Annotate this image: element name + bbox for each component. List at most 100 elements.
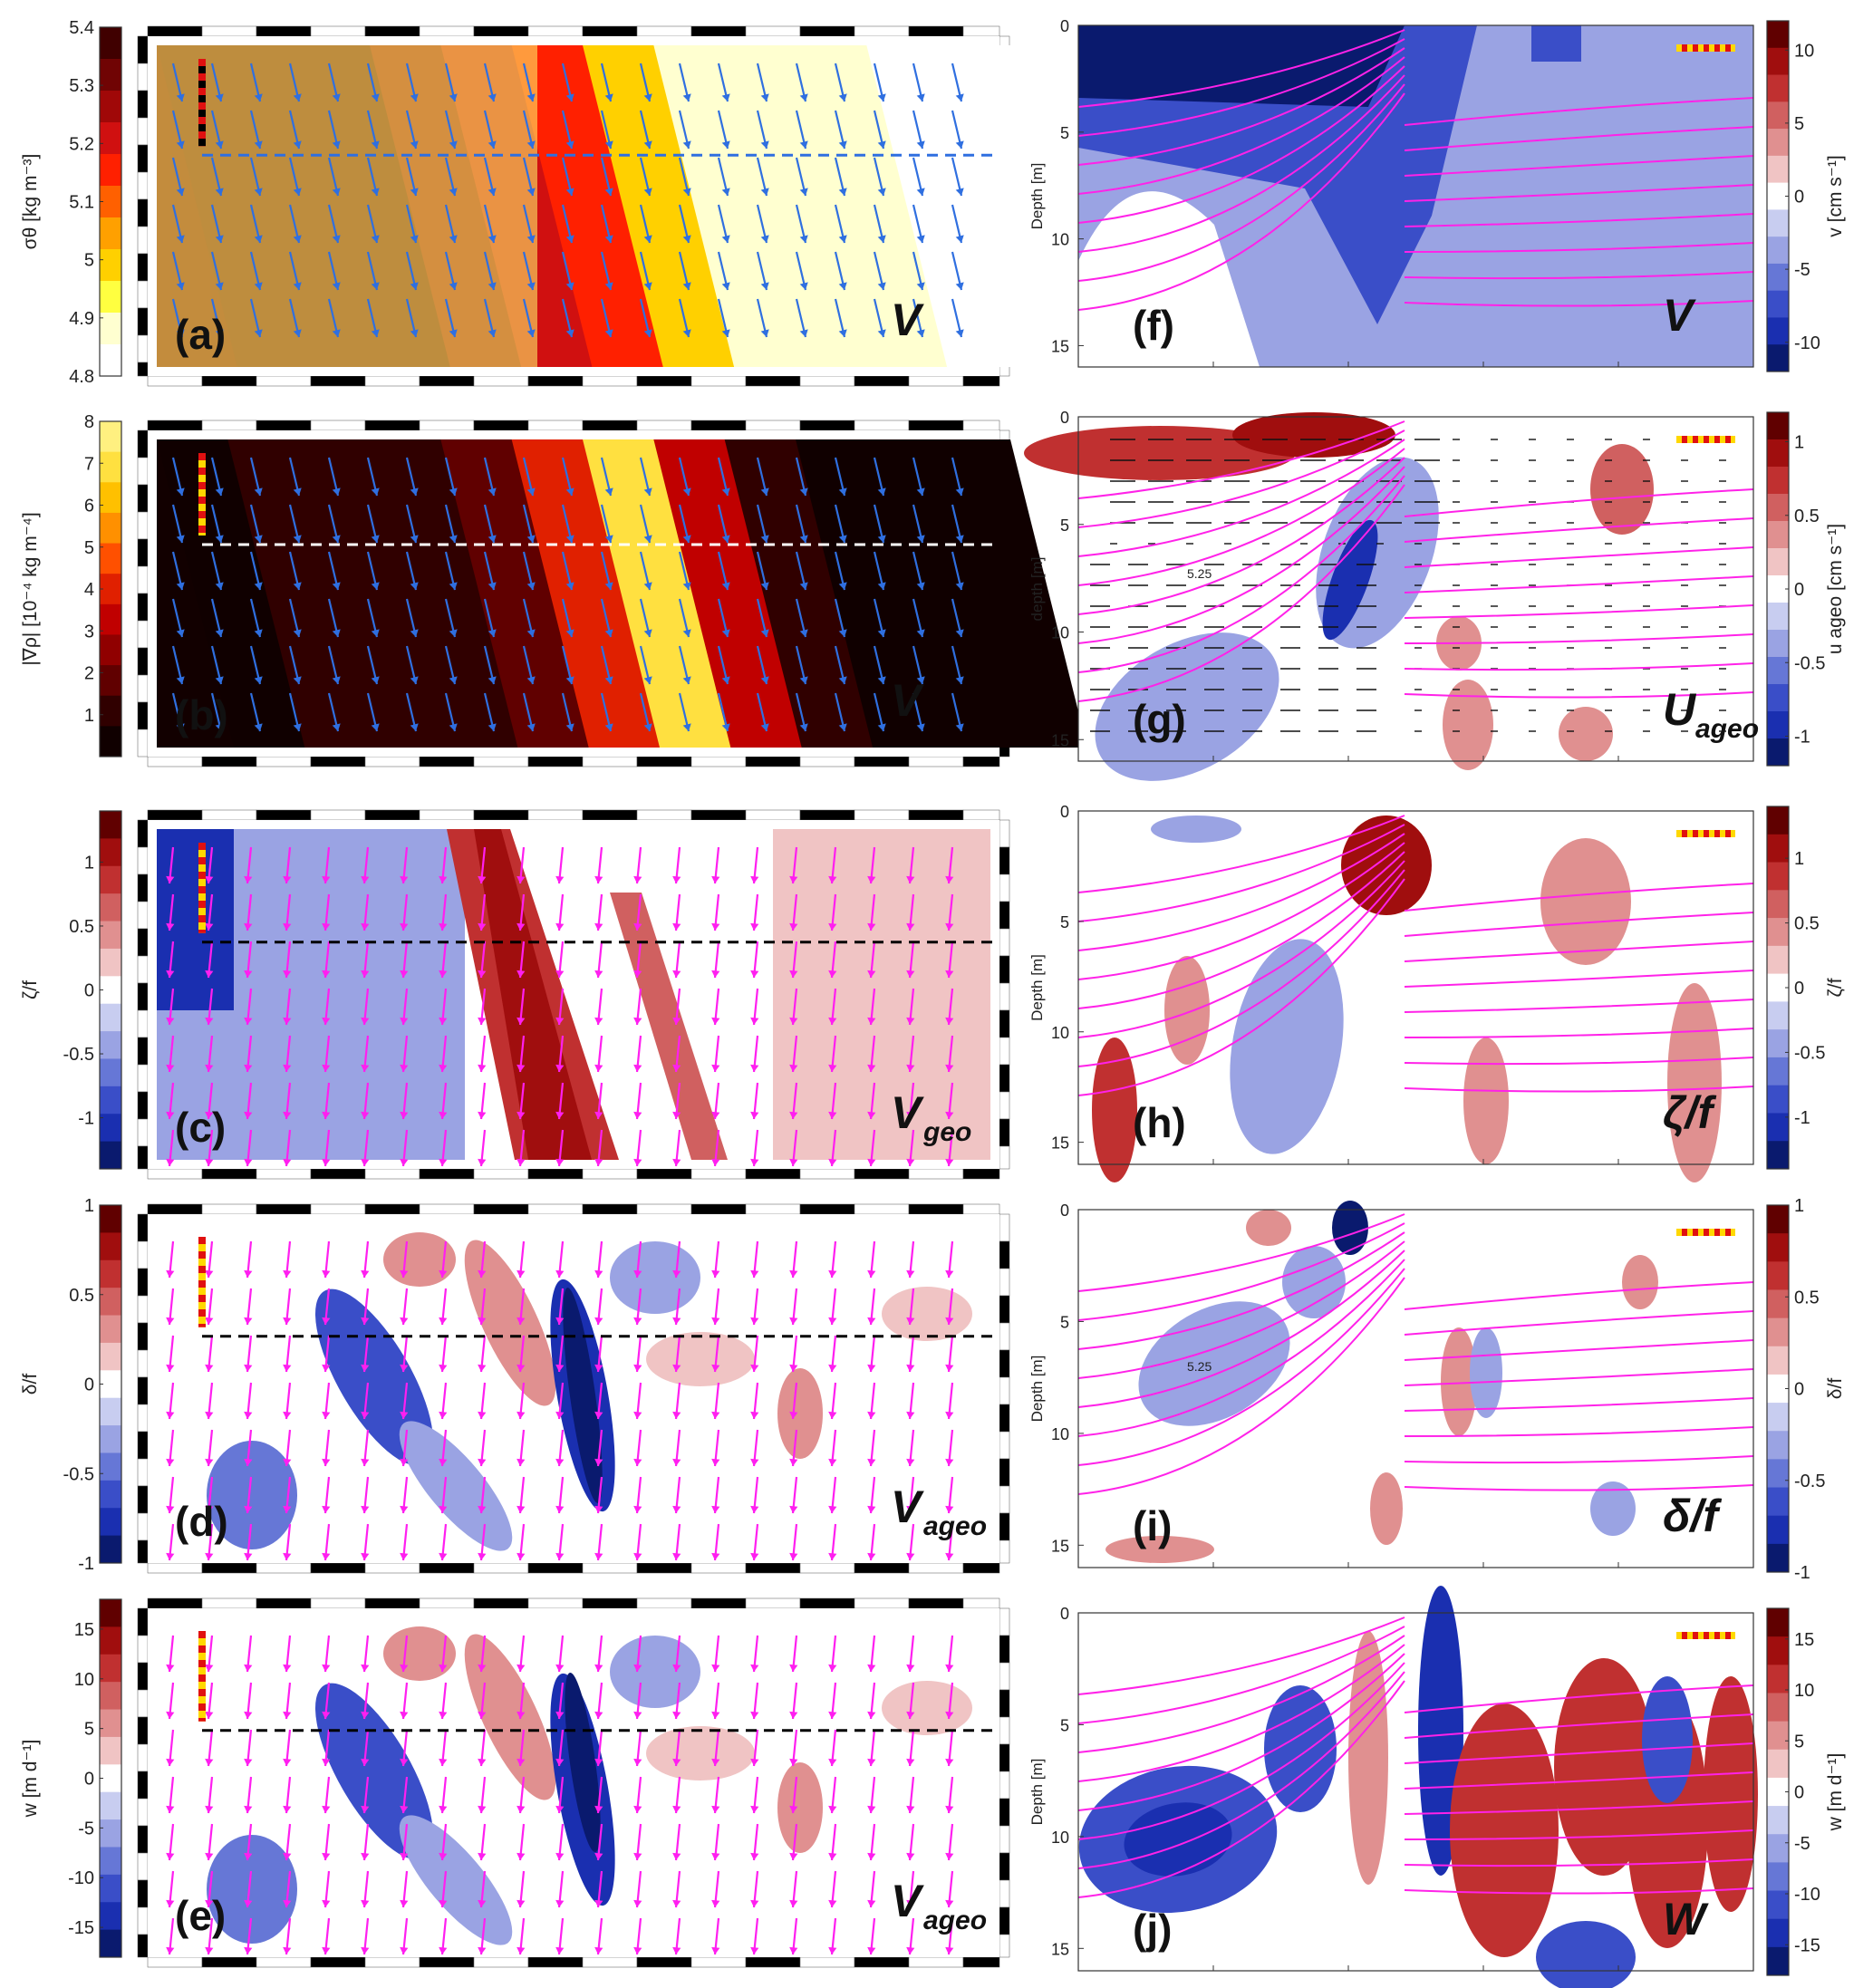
vector-arrow-head <box>760 329 769 337</box>
colorbar-swatch <box>100 59 121 92</box>
vector-arrow-head <box>244 1552 253 1560</box>
vector-arrow-head <box>916 487 925 496</box>
vector-arrow-head <box>799 140 808 149</box>
vector-arrow-head <box>555 922 565 931</box>
vector-arrow-head <box>244 1711 253 1719</box>
vector-arrow-head <box>828 1805 837 1813</box>
contour-patch <box>777 1762 823 1853</box>
contour-patch <box>207 1835 297 1944</box>
vector-arrow-head <box>526 188 536 196</box>
vector-arrow-head <box>916 629 925 637</box>
colorbar-swatch <box>1767 918 1789 947</box>
frame-segment <box>999 1240 1010 1269</box>
vector-arrow-head <box>283 1664 292 1672</box>
frame-segment <box>527 756 584 767</box>
vector-arrow-head <box>526 676 536 684</box>
vector-arrow-head <box>322 1269 331 1278</box>
colorbar-tick-label: 0.5 <box>1794 1288 1820 1308</box>
vector-arrow-head <box>166 1458 175 1466</box>
vector-arrow-head <box>867 970 876 978</box>
frame-segment <box>137 1716 149 1745</box>
vector-arrow-head <box>672 1805 681 1813</box>
frame-segment <box>854 1597 910 1609</box>
frame-segment <box>137 565 149 594</box>
vector-arrow-head <box>478 1552 487 1560</box>
frame-segment <box>137 1607 149 1636</box>
contour-patch <box>399 1421 513 1551</box>
frame-segment <box>147 1203 203 1215</box>
vector-arrow-head <box>643 329 652 337</box>
vector-arrow-head <box>517 1017 526 1025</box>
frame-segment <box>419 1562 475 1574</box>
vector-arrow-head <box>789 1711 798 1719</box>
vector-arrow-head <box>750 1552 759 1560</box>
vector-arrow-head <box>332 93 341 101</box>
overlay-label: U <box>1663 684 1697 735</box>
vector-arrow-head <box>955 188 964 196</box>
vector-arrow-head <box>760 535 769 543</box>
frame-segment <box>137 1934 149 1958</box>
frame-segment <box>256 1562 312 1574</box>
vector-arrow-head <box>789 1899 798 1907</box>
vector-arrow-head <box>478 1711 487 1719</box>
frame-segment <box>256 1203 312 1215</box>
frame-segment <box>201 1597 257 1609</box>
frame-segment <box>137 1539 149 1564</box>
plot-area: 5.25 <box>1024 412 1754 781</box>
vector-arrow-head <box>682 723 691 731</box>
colorbar-tick-label: 10 <box>1794 1681 1814 1701</box>
frame-segment <box>137 1689 149 1718</box>
frame-segment <box>962 1597 1000 1609</box>
contour-patch <box>610 1241 700 1314</box>
vector-arrow-head <box>838 723 847 731</box>
colorbar-swatch <box>100 1709 121 1738</box>
y-tick-label: 0 <box>1060 1605 1069 1623</box>
vector-arrow-head <box>594 1711 603 1719</box>
vector-arrow-head <box>400 1505 409 1513</box>
vector-arrow-head <box>371 535 380 543</box>
vector-arrow-head <box>361 1899 370 1907</box>
vector-arrow-head <box>478 1111 487 1119</box>
vector-arrow-head <box>410 282 419 290</box>
vector-arrow-head <box>672 922 681 931</box>
colorbar-tick-label: 0 <box>1794 1783 1804 1803</box>
vector-arrow-head <box>555 1505 565 1513</box>
vector-arrow-head <box>283 1158 292 1166</box>
contour-patch <box>882 1681 972 1735</box>
vector-arrow-head <box>672 1711 681 1719</box>
vector-arrow-head <box>526 235 536 243</box>
isopycnal-line <box>1077 65 1754 227</box>
frame-segment <box>854 420 910 431</box>
vector-arrow-head <box>789 1458 798 1466</box>
vector-arrow-head <box>332 676 341 684</box>
vector-arrow-head <box>711 1664 720 1672</box>
vector-arrow-head <box>244 1899 253 1907</box>
panel-f: 0 5 10 15 Depth [m] 10 5 0 -5 -10 v [cm s⁻¹] (f) V <box>1028 17 1846 372</box>
vector-arrow-head <box>517 875 526 883</box>
vector-arrow-head <box>838 676 847 684</box>
colorbar-swatch <box>100 1929 121 1958</box>
vector-arrow-head <box>478 1805 487 1813</box>
vector-arrow-head <box>332 723 341 731</box>
isopycnal-line <box>1077 1626 1754 1739</box>
vector-arrow-head <box>828 875 837 883</box>
vector-arrow-head <box>449 487 458 496</box>
vector-arrow-head <box>799 582 808 590</box>
contour-patch <box>1667 983 1722 1182</box>
vector-arrow-head <box>643 188 652 196</box>
vector-arrow-head <box>945 1317 954 1325</box>
vector-arrow-head <box>565 93 574 101</box>
vector-arrow-head <box>711 1552 720 1560</box>
vector-arrow-head <box>867 1852 876 1860</box>
frame-segment <box>364 1168 420 1180</box>
vector-arrow-head <box>322 1552 331 1560</box>
frame-segment <box>908 809 964 821</box>
colorbar-swatch <box>100 1086 121 1115</box>
vector-arrow-head <box>478 1664 487 1672</box>
vector-arrow-head <box>166 1017 175 1025</box>
colorbar-tick-label: 0 <box>84 981 94 1001</box>
frame-segment <box>473 809 529 821</box>
vector-arrow-head <box>867 1711 876 1719</box>
frame-segment <box>999 1322 1010 1351</box>
